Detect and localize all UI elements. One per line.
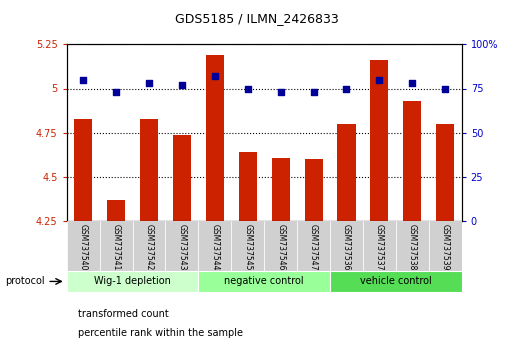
Point: [441, 86, 449, 91]
Point: [342, 86, 350, 91]
Bar: [140, 119, 158, 221]
Bar: [107, 200, 125, 221]
Text: GSM737546: GSM737546: [276, 224, 285, 270]
Point: [145, 80, 153, 86]
Text: negative control: negative control: [224, 276, 304, 286]
Text: GSM737540: GSM737540: [78, 224, 88, 270]
Bar: [132, 221, 165, 271]
Bar: [436, 124, 455, 221]
Point: [309, 89, 318, 95]
Point: [79, 77, 87, 82]
Text: GSM737543: GSM737543: [177, 224, 186, 270]
Text: protocol: protocol: [5, 276, 45, 286]
Bar: [173, 135, 191, 221]
Text: percentile rank within the sample: percentile rank within the sample: [78, 328, 243, 338]
Bar: [370, 60, 388, 221]
Text: GSM737545: GSM737545: [243, 224, 252, 270]
Text: GSM737537: GSM737537: [375, 224, 384, 270]
Text: transformed count: transformed count: [78, 309, 169, 319]
Bar: [403, 101, 421, 221]
Bar: [264, 221, 297, 271]
Bar: [100, 221, 132, 271]
Point: [211, 73, 219, 79]
Text: GSM737538: GSM737538: [408, 224, 417, 270]
Bar: [239, 152, 257, 221]
Text: GSM737541: GSM737541: [111, 224, 121, 270]
Text: vehicle control: vehicle control: [360, 276, 432, 286]
Bar: [297, 221, 330, 271]
Bar: [199, 221, 231, 271]
Bar: [231, 221, 264, 271]
Point: [277, 89, 285, 95]
Text: Wig-1 depletion: Wig-1 depletion: [94, 276, 171, 286]
Bar: [330, 221, 363, 271]
Text: GSM737542: GSM737542: [145, 224, 153, 270]
Bar: [396, 221, 429, 271]
Bar: [305, 159, 323, 221]
Bar: [429, 221, 462, 271]
Text: GSM737539: GSM737539: [441, 224, 450, 270]
Bar: [338, 124, 356, 221]
Bar: [67, 221, 100, 271]
Bar: [67, 271, 199, 292]
Bar: [165, 221, 199, 271]
Text: GSM737547: GSM737547: [309, 224, 318, 270]
Text: GSM737536: GSM737536: [342, 224, 351, 270]
Bar: [199, 271, 330, 292]
Bar: [271, 158, 290, 221]
Bar: [74, 119, 92, 221]
Point: [178, 82, 186, 88]
Bar: [330, 271, 462, 292]
Bar: [206, 55, 224, 221]
Bar: [363, 221, 396, 271]
Text: GDS5185 / ILMN_2426833: GDS5185 / ILMN_2426833: [174, 12, 339, 25]
Text: GSM737544: GSM737544: [210, 224, 220, 270]
Point: [376, 77, 384, 82]
Point: [244, 86, 252, 91]
Point: [408, 80, 417, 86]
Point: [112, 89, 120, 95]
